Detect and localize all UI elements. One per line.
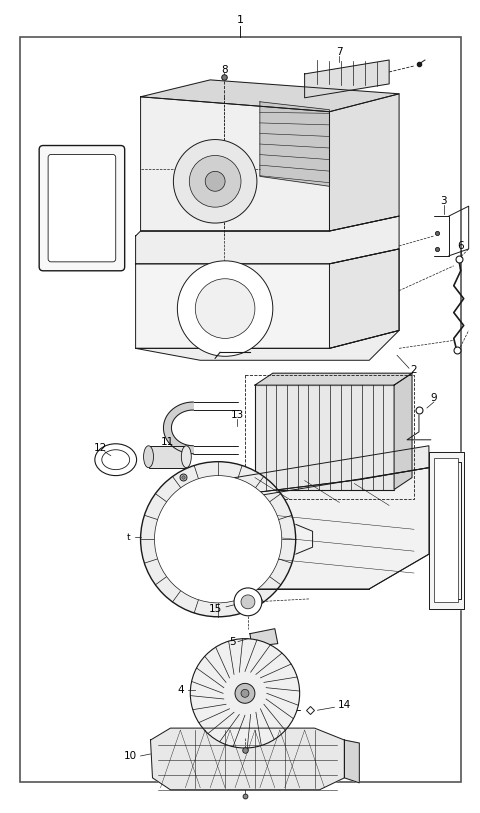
- Ellipse shape: [181, 446, 192, 467]
- Polygon shape: [344, 740, 360, 783]
- Polygon shape: [260, 102, 329, 186]
- Circle shape: [141, 462, 296, 617]
- Polygon shape: [200, 467, 429, 589]
- Circle shape: [173, 140, 257, 223]
- Polygon shape: [136, 249, 399, 348]
- Circle shape: [195, 279, 255, 338]
- Polygon shape: [329, 249, 399, 348]
- Text: 8: 8: [221, 65, 228, 75]
- Text: 11: 11: [161, 437, 174, 447]
- Circle shape: [189, 155, 241, 207]
- Text: 2: 2: [411, 365, 417, 376]
- Bar: [255, 385, 394, 489]
- Circle shape: [190, 639, 300, 748]
- Circle shape: [234, 588, 262, 615]
- Circle shape: [241, 689, 249, 698]
- Circle shape: [178, 261, 273, 356]
- FancyBboxPatch shape: [48, 154, 116, 262]
- Text: 10: 10: [124, 751, 137, 761]
- Text: 14: 14: [338, 700, 351, 711]
- Polygon shape: [136, 216, 399, 264]
- Circle shape: [235, 684, 255, 703]
- Ellipse shape: [144, 446, 154, 467]
- Text: 6: 6: [457, 241, 464, 251]
- Polygon shape: [235, 446, 429, 499]
- Text: 9: 9: [431, 393, 437, 403]
- Polygon shape: [136, 330, 399, 360]
- Polygon shape: [164, 402, 193, 454]
- Polygon shape: [250, 628, 278, 646]
- Polygon shape: [141, 97, 329, 231]
- Polygon shape: [141, 80, 399, 111]
- Ellipse shape: [95, 444, 137, 476]
- Bar: [148, 446, 186, 467]
- Polygon shape: [429, 452, 464, 609]
- Polygon shape: [151, 728, 344, 789]
- Polygon shape: [305, 60, 389, 98]
- Text: 12: 12: [94, 443, 108, 453]
- Text: 1: 1: [237, 15, 243, 25]
- FancyBboxPatch shape: [39, 146, 125, 271]
- Text: 4: 4: [177, 685, 184, 695]
- Polygon shape: [255, 373, 412, 385]
- Circle shape: [241, 595, 255, 609]
- Polygon shape: [394, 373, 412, 489]
- Circle shape: [205, 172, 225, 191]
- Text: 15: 15: [208, 604, 222, 614]
- Polygon shape: [441, 462, 461, 599]
- Bar: [434, 458, 458, 602]
- Circle shape: [155, 476, 282, 603]
- Text: 5: 5: [229, 637, 235, 646]
- Text: t: t: [127, 533, 131, 541]
- Ellipse shape: [102, 450, 130, 470]
- Polygon shape: [329, 93, 399, 231]
- Text: 3: 3: [441, 196, 447, 207]
- Text: 7: 7: [336, 47, 343, 57]
- Text: 13: 13: [230, 410, 244, 420]
